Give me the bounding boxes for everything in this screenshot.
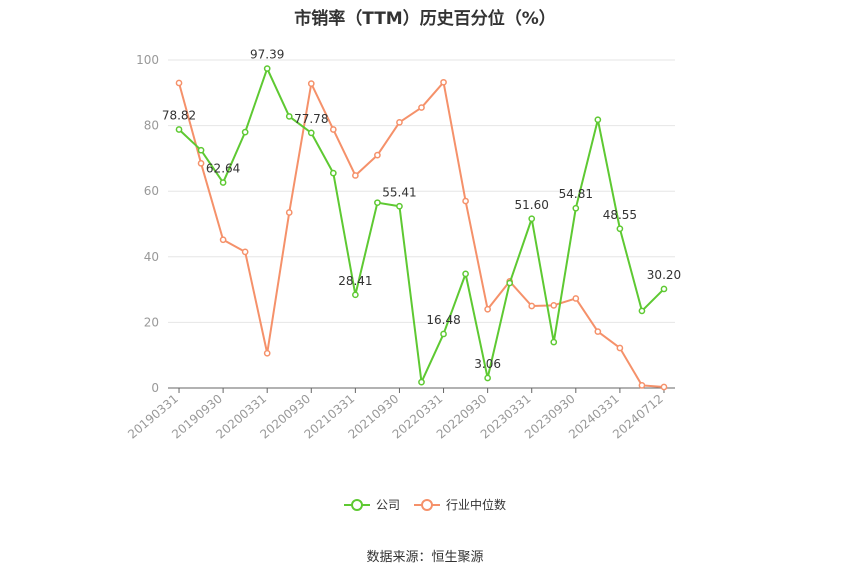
legend: 公司 行业中位数 [0,496,850,513]
series-lines [175,65,668,391]
data-point-industry-median [307,80,315,87]
data-point-company [484,374,491,382]
data-point-industry-median [616,344,624,352]
data-point-company [616,225,624,233]
legend-label-company: 公司 [375,498,400,512]
series-line-company [178,67,665,384]
data-point-company [219,179,227,186]
data-point-company [572,204,580,212]
data-point-industry-median [263,349,271,357]
data-point-company [462,270,469,278]
data-label: 48.55 [603,208,637,222]
legend-swatch-company [343,498,370,512]
data-point-company [241,128,249,136]
data-point-industry-median [528,302,536,310]
data-point-company [285,113,293,120]
data-point-company [418,378,425,386]
legend-item-company[interactable]: 公司 [343,496,400,513]
data-point-company [374,199,381,207]
legend-label-industry-median: 行业中位数 [446,498,507,512]
data-point-industry-median [660,383,668,391]
data-point-company [396,202,403,210]
data-point-industry-median [462,197,469,205]
data-point-company [660,285,668,293]
source-note: 数据来源：恒生聚源 [366,550,484,565]
data-point-company [528,215,536,223]
data-point-industry-median [484,305,491,313]
data-label: 16.48 [426,313,460,327]
y-tick-label: 60 [144,184,159,198]
data-point-industry-median [285,209,293,216]
series-line-industry-median [178,81,665,389]
data-point-industry-median [175,79,183,87]
data-label: 54.81 [559,187,593,201]
data-point-industry-median [374,151,381,159]
y-tick-label: 100 [136,53,159,67]
chart-plot: 0204060801002019033120190930202003312020… [125,48,681,442]
data-point-industry-median [594,328,602,335]
y-tick-label: 80 [144,119,159,133]
data-point-company [440,330,447,338]
y-tick-label: 0 [151,381,159,395]
grid-lines [168,59,675,323]
data-point-industry-median [219,236,227,244]
data-label: 51.60 [515,198,549,212]
data-point-industry-median [440,78,447,86]
data-label: 97.39 [250,48,284,62]
data-point-industry-median [572,295,580,302]
data-point-company [638,307,646,315]
data-point-company [175,126,183,133]
data-point-industry-median [396,118,403,126]
data-point-industry-median [352,172,359,179]
data-point-company [550,338,558,346]
data-point-company [506,279,514,287]
legend-swatch-industry-median [414,498,440,512]
data-label: 55.41 [382,185,416,199]
chart-title: 市销率（TTM）历史百分位（%） [294,9,556,29]
data-label: 62.64 [206,162,240,176]
data-label: 3.06 [474,357,501,371]
data-point-company [307,129,315,137]
data-label: 30.20 [647,268,681,282]
y-tick-label: 40 [144,250,159,264]
data-label: 28.41 [338,274,372,288]
data-point-company [594,116,602,124]
data-point-company [263,65,271,72]
y-tick-label: 20 [144,315,159,329]
data-point-industry-median [329,126,337,133]
data-point-industry-median [241,248,249,256]
data-labels: 78.82 62.64 97.39 77.78 28.41 55.41 16.48 3.06 5… [162,48,681,371]
data-label: 77.78 [294,112,328,126]
data-point-industry-median [418,104,425,111]
legend-item-industry-median[interactable]: 行业中位数 [414,496,506,513]
data-point-company [197,146,205,154]
axes: 0204060801002019033120190930202003312020… [125,53,675,442]
data-point-industry-median [638,382,646,389]
data-point-company [352,291,359,299]
data-point-industry-median [197,159,205,167]
data-point-industry-median [550,301,558,309]
data-point-company [329,169,337,177]
data-label: 78.82 [162,108,196,122]
